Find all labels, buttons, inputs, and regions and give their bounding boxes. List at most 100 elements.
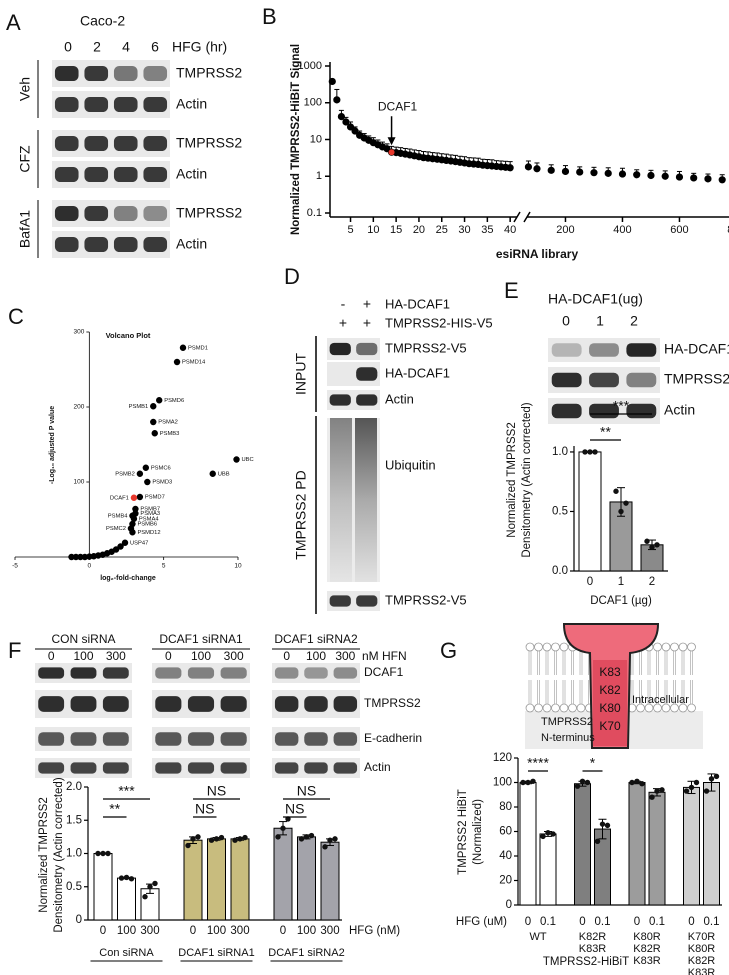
point: [150, 418, 157, 426]
blot-band: [274, 696, 299, 712]
lipid-head: [661, 703, 671, 713]
x-tick-label: 300: [320, 925, 339, 937]
point-label: PSMB3: [160, 431, 180, 437]
point: [81, 553, 89, 561]
x-tick-label: 30: [458, 224, 470, 236]
label: Actin: [364, 760, 391, 774]
lipid-head: [551, 703, 560, 713]
significance-label: ***: [118, 783, 135, 799]
significance-label: NS: [297, 783, 316, 799]
label: 6: [151, 39, 159, 55]
point: [173, 358, 181, 366]
y-tick-label: 20: [499, 875, 512, 887]
chart-title: Volcano Plot: [106, 331, 151, 340]
lipid-head: [687, 703, 696, 713]
label: Actin: [176, 166, 207, 182]
bar: [320, 841, 340, 921]
point: [151, 430, 158, 437]
blot-band: [113, 166, 138, 183]
blot-band: [187, 762, 215, 774]
group-label: K83R: [688, 967, 716, 975]
dose-label: 100: [306, 649, 326, 663]
point-label: UBB: [218, 471, 230, 477]
blot-band: [589, 343, 619, 357]
data-point: [232, 837, 238, 843]
data-point: [322, 844, 328, 850]
blot-band: [356, 342, 378, 356]
point: [337, 112, 346, 121]
point: [661, 172, 669, 180]
y-tick-label: 0.5: [552, 506, 568, 518]
data-point: [592, 449, 598, 455]
data-point: [634, 778, 640, 784]
dose-label: 0: [283, 649, 290, 663]
data-point: [195, 834, 201, 840]
group-label: DCAF1 siRNA1: [159, 632, 243, 646]
x-tick-label: 20: [413, 224, 425, 236]
point-label: PSMD14: [182, 360, 206, 366]
blot-band: [329, 342, 351, 356]
blot-band: [220, 667, 247, 679]
x-tick-label: 0.1: [704, 916, 720, 928]
data-point: [332, 836, 338, 842]
blot-band: [187, 696, 215, 712]
lipid-head: [568, 703, 577, 713]
data-point: [123, 874, 130, 881]
lipid-head: [542, 703, 552, 713]
significance-label: NS: [285, 801, 304, 817]
protein-stem: [593, 660, 627, 746]
point: [130, 494, 138, 501]
x-tick-label: 200: [556, 224, 574, 236]
point: [576, 168, 584, 176]
y-tick-label: 10: [310, 133, 322, 145]
lipid-head: [576, 703, 586, 713]
blot-band: [356, 394, 378, 406]
point-label: PSMB1: [129, 404, 149, 410]
x-tick-label: 100: [297, 925, 316, 937]
lipid-head: [678, 703, 688, 713]
group-label: K83R: [579, 943, 607, 955]
residue-label: K83: [599, 665, 621, 679]
blot-band: [333, 762, 358, 774]
data-point: [639, 781, 645, 787]
point: [77, 553, 84, 561]
dose-label: 100: [73, 649, 93, 663]
label: 4: [122, 39, 130, 55]
section-label: TMPRSS2 PD: [293, 470, 309, 559]
x-tick-label: 1: [618, 576, 624, 588]
lipid-head: [636, 703, 645, 713]
point: [150, 403, 157, 410]
label: TMPRSS2: [176, 65, 242, 81]
label: 2: [630, 313, 638, 329]
x-tick-label: 5: [347, 224, 353, 236]
blot-band: [274, 667, 299, 679]
x-tick-label: 0.1: [540, 916, 556, 928]
label: HA-DCAF1: [385, 365, 450, 380]
point: [129, 529, 136, 536]
bar: [297, 836, 316, 921]
blot-band: [220, 696, 247, 712]
data-point: [520, 779, 526, 786]
point: [72, 553, 80, 561]
blot-band: [304, 667, 328, 679]
data-point: [623, 500, 629, 506]
y-tick-label: 1000: [298, 60, 322, 72]
blot-band: [70, 762, 97, 774]
data-point: [550, 831, 556, 837]
blot-band: [155, 696, 182, 712]
data-point: [100, 850, 106, 857]
blot-band: [274, 732, 299, 746]
blot-band: [102, 732, 129, 746]
bar: [207, 838, 226, 921]
label: 2: [93, 39, 101, 55]
group-label: CON siRNA: [51, 632, 115, 646]
point-label: PSMB4: [108, 513, 128, 519]
data-point: [530, 778, 536, 784]
condition-mark: +: [363, 296, 371, 312]
label: E-cadherin: [364, 731, 422, 745]
point: [690, 174, 698, 182]
label: TMPRSS2: [664, 371, 729, 387]
lipid-head: [687, 642, 696, 652]
